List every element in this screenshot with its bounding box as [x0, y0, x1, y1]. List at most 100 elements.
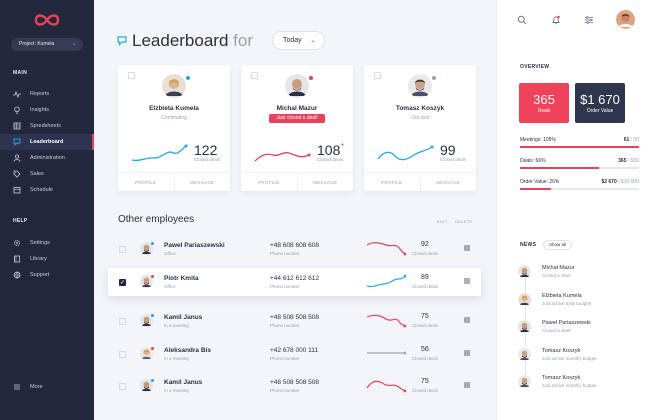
sidebar-item-spredsheets[interactable]: Spredsheets	[0, 118, 94, 134]
chevron-down-icon: ⌄	[71, 41, 77, 47]
employee-value: 92	[421, 241, 429, 248]
sidebar-item-schedule[interactable]: Schedule	[0, 182, 94, 198]
employee-value: 56	[421, 346, 429, 353]
sidebar-item-settings[interactable]: Settings	[0, 235, 94, 251]
news-item[interactable]: Paweł Pariaszewski Closed a deal!	[518, 319, 648, 343]
card-checkbox[interactable]	[128, 72, 135, 79]
news-label: NEWS	[520, 242, 537, 248]
news-text: Just achive monthly budget.	[542, 383, 598, 388]
top-card: Elzbieta Kumela Commuting 122 Closed dea…	[118, 65, 230, 191]
infinity-logo-icon[interactable]	[33, 12, 61, 28]
row-checkbox[interactable]	[119, 318, 126, 325]
news-item[interactable]: Tomasz Koszyk Just achive monthly budget…	[518, 374, 648, 398]
employee-value: 75	[421, 313, 429, 320]
sidebar-item-label: More	[30, 384, 43, 390]
row-checkbox[interactable]: ✓	[119, 279, 126, 286]
avatar	[140, 275, 153, 288]
tag-icon	[13, 170, 21, 178]
profile-button[interactable]: PROFILE	[364, 173, 421, 191]
metric-meetings: Meetings: 105% 61 / 50	[520, 137, 639, 155]
delete-button[interactable]: DELETE	[455, 219, 473, 224]
table-row[interactable]: Kamil Janus In a meeting +48 508 508 508…	[108, 372, 481, 400]
card-checkbox[interactable]	[374, 72, 381, 79]
edit-button[interactable]: EDIT	[437, 219, 448, 224]
metric-order-value: Order Value: 26% $2 670 / $10 000	[520, 179, 639, 197]
table-row[interactable]: Aleksandra Bis In a meeting +42 678 000 …	[108, 340, 481, 368]
sidebar-item-insights[interactable]: Insights	[0, 102, 94, 118]
leaderboard-icon	[117, 36, 127, 46]
sidebar-item-administration[interactable]: Administration	[0, 150, 94, 166]
profile-button[interactable]: PROFILE	[241, 173, 298, 191]
employee-phone: +48 508 508 508	[270, 379, 319, 386]
show-all-button[interactable]: Show all	[543, 240, 572, 250]
card-value: 99	[440, 142, 456, 158]
card-value-number: 108	[317, 142, 341, 158]
spreadsheet-icon	[13, 122, 21, 130]
status-dot	[151, 314, 154, 317]
main-nav: Reports Insights Spredsheets Leaderboard…	[0, 86, 94, 198]
help-section-label: HELP	[13, 218, 28, 224]
sidebar-item-sales[interactable]: Sales	[0, 166, 94, 182]
book-icon	[14, 255, 20, 263]
table-row[interactable]: Kamil Janus In a meeting +48 508 508 508…	[108, 307, 481, 335]
sidebar-item-library[interactable]: Library	[0, 251, 94, 267]
metric-bar	[520, 146, 639, 148]
news-item[interactable]: Elżbieta Kumela Just achive daily budget…	[518, 292, 648, 316]
avatar	[140, 347, 153, 360]
user-icon	[13, 154, 21, 162]
overview-label: OVERVIEW	[520, 64, 550, 70]
message-button[interactable]: MESSAGE	[436, 180, 461, 185]
deals-label: Deals	[537, 108, 551, 114]
news-item[interactable]: Michał Mazur Closed a deal!	[518, 264, 648, 288]
profile-button[interactable]: PROFILE	[118, 173, 175, 191]
hamburger-icon[interactable]	[464, 350, 470, 356]
card-actions: PROFILE MESSAGE	[364, 172, 476, 191]
search-icon[interactable]	[517, 15, 527, 25]
card-value-suffix: +	[340, 142, 345, 149]
sidebar-item-label: Insights	[30, 107, 49, 113]
card-value-label: Closed deals	[194, 157, 221, 162]
sidebar-item-support[interactable]: Support	[0, 267, 94, 283]
order-value-tile: $1 670 Order Value	[575, 83, 625, 123]
table-row[interactable]: ✓ Piotr Kmita Office +44 612 612 612 Pho…	[108, 268, 481, 296]
avatar	[518, 375, 531, 388]
employee-phone: +44 612 612 612	[270, 275, 319, 282]
sidebar-item-more[interactable]: More	[0, 379, 94, 395]
status-dot	[151, 347, 154, 350]
message-button[interactable]: MESSAGE	[313, 180, 338, 185]
user-avatar[interactable]	[616, 10, 635, 29]
metric-fill	[520, 167, 599, 169]
metric-current: $2 670	[601, 179, 617, 185]
message-button[interactable]: MESSAGE	[190, 180, 215, 185]
row-checkbox[interactable]	[119, 246, 126, 253]
status-dot	[151, 379, 154, 382]
sliders-icon[interactable]	[584, 15, 594, 25]
hamburger-icon[interactable]	[464, 278, 470, 284]
table-row[interactable]: Pawel Pariaszewski Office +48 608 608 60…	[108, 235, 481, 263]
deals-tile: 365 Deals	[519, 83, 569, 123]
page-title: Leaderboard for	[132, 31, 253, 51]
value-label: Closed deals	[412, 356, 439, 361]
globe-icon	[13, 271, 21, 279]
avatar	[518, 293, 531, 306]
project-selector[interactable]: Project: Kumela ⌄	[11, 38, 83, 51]
row-checkbox[interactable]	[119, 351, 126, 358]
metric-value: $2 670 / $10 000	[601, 179, 639, 185]
sidebar-item-leaderboard[interactable]: Leaderboard	[0, 134, 94, 150]
news-text: Closed a deal!	[542, 328, 571, 333]
bell-icon[interactable]	[551, 15, 561, 25]
period-dropdown[interactable]: Today ⌄	[272, 31, 325, 50]
value-label: Closed deals	[412, 251, 439, 256]
employee-value: 75	[421, 378, 429, 385]
sidebar-item-reports[interactable]: Reports	[0, 86, 94, 102]
row-checkbox[interactable]	[119, 383, 126, 390]
card-checkbox[interactable]	[251, 72, 258, 79]
trend-sparkline	[366, 274, 406, 288]
phone-label: Phone number	[270, 323, 300, 328]
hamburger-icon[interactable]	[464, 317, 470, 323]
hamburger-icon	[14, 384, 20, 390]
hamburger-icon[interactable]	[464, 382, 470, 388]
other-employees-title: Other employees	[118, 214, 195, 225]
news-item[interactable]: Tomasz Koszyk Just achive monthly budget…	[518, 347, 648, 371]
hamburger-icon[interactable]	[464, 245, 470, 251]
